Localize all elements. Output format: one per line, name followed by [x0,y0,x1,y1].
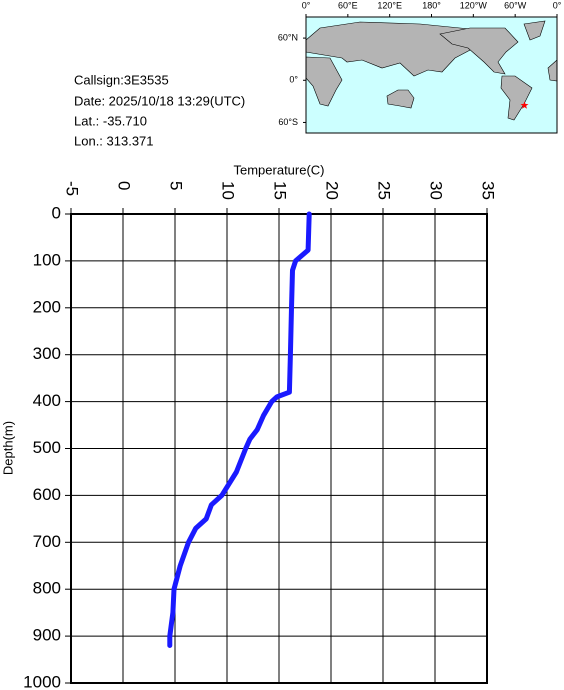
x-tick-label: -5 [63,181,82,196]
y-tick-label: 200 [33,297,61,316]
y-tick-label: 700 [33,532,61,551]
plot-frame [70,213,488,684]
x-tick-label: 0 [115,181,134,190]
y-axis-title: Depth(m) [0,421,15,475]
y-tick-label: 600 [33,485,61,504]
x-tick-label: 5 [167,181,186,190]
map [305,16,558,134]
land [439,27,519,75]
land [500,75,533,121]
map-lon-label: 0° [302,0,311,10]
y-tick-label: 900 [33,626,61,645]
map-lon-label: 60°E [338,0,358,10]
map-lat-label: 0° [289,75,298,85]
y-tick-label: 500 [33,438,61,457]
map-lon-label: 0° [553,0,562,10]
temperature-profile [167,211,312,648]
longitude: Lon.: 313.371 [74,133,154,148]
x-axis-title: Temperature(C) [233,162,324,177]
land [305,56,343,107]
x-tick-label: 15 [271,181,290,200]
callsign: Callsign:3E3535 [74,72,169,87]
map-lon-label: 120°E [377,0,402,10]
map-lon-label: 60°W [504,0,527,10]
station-marker [520,101,529,109]
x-tick-label: 25 [375,181,394,200]
x-tick-label: 10 [219,181,238,200]
y-tick-label: 100 [33,250,61,269]
date: Date: 2025/10/18 13:29(UTC) [74,93,245,108]
latitude: Lat.: -35.710 [74,113,147,128]
map-lon-label: 120°W [460,0,488,10]
map-lat-label: 60°S [278,117,298,127]
y-tick-label: 300 [33,344,61,363]
y-tick-label: 400 [33,391,61,410]
map-lon-label: 180° [422,0,441,10]
land [523,20,546,41]
x-tick-label: 35 [479,181,498,200]
y-tick-label: 1000 [23,672,61,690]
y-tick-label: 800 [33,579,61,598]
land [386,89,415,109]
map-lat-label: 60°N [278,32,298,42]
x-tick-label: 20 [323,181,342,200]
y-tick-label: 0 [52,203,61,222]
x-tick-label: 30 [427,181,446,200]
